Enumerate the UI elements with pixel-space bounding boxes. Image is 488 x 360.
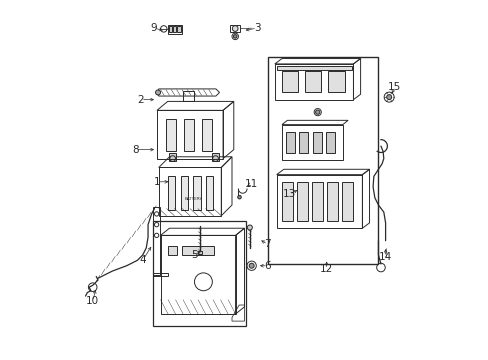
Bar bbox=[285, 132, 294, 153]
Bar bbox=[180, 176, 187, 210]
Bar bbox=[198, 251, 201, 254]
Text: 4: 4 bbox=[139, 255, 146, 265]
Text: BATTERY: BATTERY bbox=[184, 197, 202, 201]
Text: 9: 9 bbox=[150, 23, 156, 33]
Bar bbox=[153, 207, 160, 275]
Bar bbox=[157, 111, 223, 158]
Bar bbox=[201, 119, 211, 152]
Bar bbox=[183, 119, 193, 152]
Bar bbox=[167, 246, 176, 255]
Bar bbox=[173, 26, 176, 32]
Text: 10: 10 bbox=[86, 296, 99, 306]
Circle shape bbox=[233, 35, 237, 38]
Bar bbox=[311, 182, 322, 221]
Bar bbox=[282, 125, 342, 160]
Bar bbox=[159, 167, 221, 216]
Circle shape bbox=[232, 26, 238, 31]
Bar bbox=[182, 246, 214, 255]
Text: 14: 14 bbox=[378, 252, 391, 262]
Bar bbox=[282, 182, 292, 221]
Bar bbox=[165, 119, 176, 152]
Text: 11: 11 bbox=[244, 179, 258, 189]
Circle shape bbox=[237, 195, 241, 199]
Bar bbox=[296, 182, 307, 221]
Text: 13: 13 bbox=[282, 189, 295, 199]
Bar bbox=[276, 175, 362, 228]
Text: 7: 7 bbox=[264, 239, 270, 249]
Bar bbox=[328, 71, 344, 93]
Bar bbox=[341, 182, 352, 221]
Text: 3: 3 bbox=[253, 23, 260, 33]
Circle shape bbox=[315, 110, 319, 114]
Bar bbox=[183, 91, 194, 102]
Circle shape bbox=[247, 225, 252, 230]
Bar bbox=[312, 132, 321, 153]
Text: 15: 15 bbox=[387, 82, 400, 92]
Text: 6: 6 bbox=[264, 261, 270, 271]
Bar bbox=[305, 71, 321, 93]
Bar bbox=[167, 176, 175, 210]
Bar bbox=[212, 153, 218, 161]
Bar bbox=[276, 66, 351, 70]
Text: 1: 1 bbox=[153, 177, 160, 187]
Bar bbox=[193, 176, 200, 210]
Bar bbox=[274, 64, 353, 100]
Bar bbox=[169, 153, 176, 161]
Text: 8: 8 bbox=[132, 145, 139, 155]
Bar bbox=[282, 71, 298, 93]
Bar bbox=[160, 235, 235, 314]
Bar bbox=[299, 132, 307, 153]
Bar bbox=[167, 24, 182, 33]
Bar bbox=[168, 26, 172, 32]
Bar bbox=[267, 57, 378, 264]
Circle shape bbox=[155, 90, 160, 95]
Bar bbox=[153, 221, 246, 327]
Bar bbox=[153, 273, 167, 276]
Bar bbox=[206, 176, 213, 210]
Circle shape bbox=[386, 95, 391, 100]
Bar bbox=[230, 24, 240, 32]
Text: 12: 12 bbox=[319, 264, 333, 274]
Circle shape bbox=[248, 263, 254, 268]
Bar bbox=[177, 26, 180, 32]
Text: 5: 5 bbox=[191, 250, 198, 260]
Bar bbox=[326, 182, 337, 221]
Text: 2: 2 bbox=[137, 95, 144, 105]
Bar bbox=[325, 132, 335, 153]
